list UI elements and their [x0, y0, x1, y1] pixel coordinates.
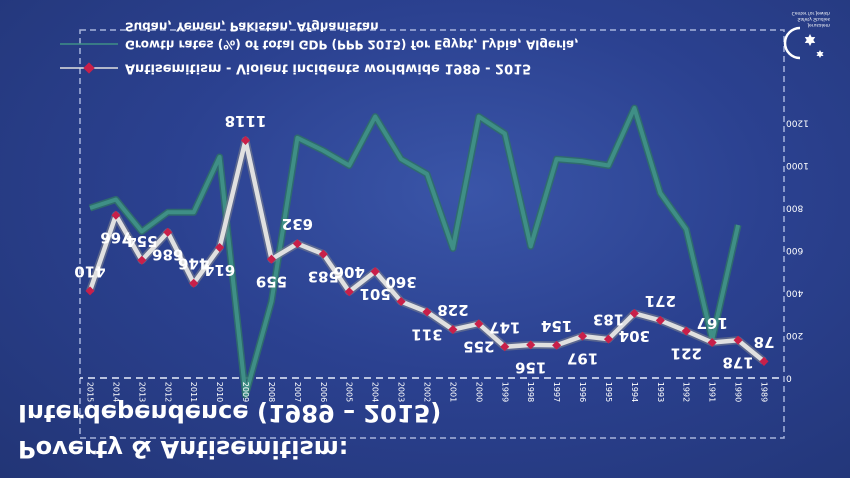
x-tick-label: 2014: [111, 382, 120, 402]
y-tick-label: 800: [786, 203, 803, 213]
x-tick-label: 2006: [319, 382, 328, 402]
x-tick-label: 1990: [734, 382, 743, 402]
data-label: 360: [385, 273, 416, 291]
y-tick-label: 400: [786, 288, 803, 298]
data-point-marker: [603, 334, 613, 344]
x-tick-label: 1989: [760, 382, 769, 402]
antisemitism-series: [85, 135, 769, 366]
plot-frame: [79, 29, 785, 439]
gdp-line-shadow: [88, 104, 742, 399]
data-label: 632: [282, 215, 313, 233]
x-tick-label: 2005: [345, 382, 354, 402]
data-label: 554: [126, 232, 157, 250]
x-tick-label: 1992: [682, 382, 691, 402]
data-label: 255: [463, 337, 494, 355]
data-label: 228: [437, 301, 468, 319]
x-tick-label: 1994: [630, 382, 639, 402]
logo-star-icon: [804, 34, 816, 46]
data-label: 154: [541, 317, 572, 335]
y-tick-label: 1200: [786, 118, 809, 128]
x-tick-label: 2001: [448, 382, 457, 402]
x-tick-label: 1997: [552, 382, 561, 402]
x-tick-label: 2002: [423, 382, 432, 402]
data-label: 183: [593, 311, 624, 329]
x-tick-label: 2010: [215, 382, 224, 402]
x-tick-label: 1996: [578, 382, 587, 402]
logo-text: Jerusalem: [807, 22, 830, 28]
data-label: 446: [178, 255, 209, 273]
x-tick-label: 2004: [371, 382, 380, 402]
data-label: 147: [489, 318, 520, 336]
data-label: 311: [411, 325, 442, 343]
data-label: 78: [754, 333, 775, 351]
data-label: 304: [619, 327, 650, 345]
data-label: 686: [152, 246, 183, 264]
data-label: 221: [671, 345, 702, 363]
data-label: 410: [74, 262, 105, 280]
data-label: 614: [204, 261, 235, 279]
data-point-marker: [552, 340, 562, 350]
data-label: 1118: [225, 112, 267, 130]
y-tick-label: 0: [786, 373, 792, 383]
axes: 0 200 400 600 800 1000 1200 1989 1990 1991 1992 199…: [86, 118, 809, 403]
x-tick-label: 2013: [137, 382, 146, 402]
x-tick-label: 2009: [241, 382, 250, 402]
plot-area: [79, 29, 785, 439]
data-point-marker: [759, 356, 769, 366]
x-tick-label: 2000: [474, 382, 483, 402]
x-tick-label: 2011: [189, 382, 198, 402]
x-tick-label: 2008: [267, 382, 276, 402]
legend-antisemitism-marker: [83, 62, 95, 74]
titles: Interdependence (1989 – 2015) Poverty & A…: [18, 399, 441, 463]
x-tick-label: 1999: [500, 382, 509, 402]
data-label: 271: [645, 292, 676, 310]
data-label: 583: [308, 268, 339, 286]
data-point-marker: [215, 242, 225, 253]
data-point-marker: [189, 278, 199, 288]
x-tick-label: 1991: [708, 382, 717, 402]
x-tick-label: 1998: [526, 382, 535, 402]
x-tick-label: 2007: [293, 382, 302, 402]
data-point-marker: [733, 335, 743, 345]
legend-gdp-label-line1: Growth rates (%) of total GDP (PPP 2015)…: [125, 38, 579, 52]
logo-small-star-icon: [816, 50, 824, 58]
data-label: 197: [567, 350, 598, 368]
y-tick-label: 600: [786, 245, 803, 255]
data-label: 406: [334, 263, 365, 281]
chart-title-line1: Interdependence (1989 – 2015): [18, 399, 441, 427]
data-label: 766: [100, 229, 131, 247]
gdp-series: [88, 104, 742, 399]
x-tick-label: 1993: [656, 382, 665, 402]
x-tick-label: 2015: [86, 382, 95, 402]
chart-title-line2: Poverty & Antisemitism:: [18, 435, 348, 463]
y-tick-label: 1000: [786, 160, 809, 170]
data-point-marker: [629, 308, 639, 318]
x-tick-label: 1995: [604, 382, 613, 402]
data-label: 156: [515, 358, 546, 376]
gdp-line: [89, 106, 741, 397]
x-tick-label: 2003: [397, 382, 406, 402]
data-label: 178: [722, 354, 753, 372]
legend-gdp-label-line2: Sudan, Yemen, Pakistan, Afghanistan: [125, 20, 379, 34]
data-label: 559: [256, 273, 287, 291]
data-point-marker: [111, 210, 121, 220]
y-tick-label: 200: [786, 330, 803, 340]
data-label: 167: [696, 314, 727, 332]
logo-text: Safety Studies: [797, 16, 830, 22]
legend: Antisemitism - Violent incidents worldwi…: [60, 20, 579, 76]
data-label: 501: [359, 285, 390, 303]
logo-crescent-icon: [783, 26, 801, 60]
legend-antisemitism-label: Antisemitism - Violent incidents worldwi…: [125, 61, 531, 76]
logo-text: Center for Jewish: [792, 10, 831, 16]
x-tick-label: 2012: [163, 382, 172, 402]
